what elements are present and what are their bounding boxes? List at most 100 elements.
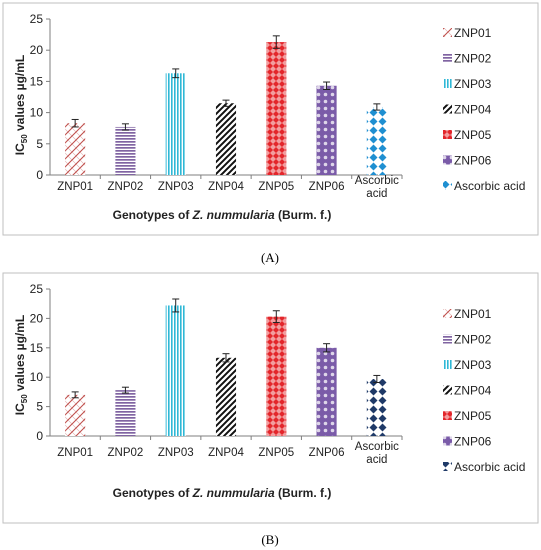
panel-a-y-ticks: 0 5 10 15 20 25	[30, 12, 403, 182]
panel-a-legend: ZNP01 ZNP02 ZNP03 ZNP04 ZNP05 ZNP06 Ascorbic a…	[443, 26, 525, 193]
bar-znp04	[215, 357, 237, 436]
error-bar	[71, 391, 79, 399]
legend-swatch	[443, 104, 452, 114]
x-category-label: ZNP04	[208, 181, 244, 193]
legend-swatch	[443, 181, 452, 190]
y-tick-label: 20	[30, 311, 44, 325]
legend-item: ZNP06	[443, 435, 492, 449]
panel-b-y-axis-title: IC50 values µg/mL	[13, 315, 29, 416]
error-bar	[272, 310, 280, 324]
bar-znp01	[65, 123, 86, 175]
bar-ascorbic-acid	[366, 106, 387, 175]
panel-a-caption: (A)	[261, 250, 279, 265]
legend-label: ZNP06	[454, 435, 492, 449]
legend-label: ZNP05	[454, 409, 492, 423]
y-tick-label: 15	[30, 74, 44, 88]
legend-item: Ascorbic acid	[443, 179, 525, 193]
error-bar	[121, 386, 129, 394]
y-tick-label: 20	[30, 43, 44, 57]
y-tick-label: 0	[36, 168, 43, 182]
legend-item: ZNP06	[443, 154, 492, 168]
error-bar	[222, 99, 230, 107]
bar-znp05	[266, 316, 287, 436]
panel-a-bars	[65, 42, 387, 176]
legend-label: ZNP01	[454, 307, 492, 321]
legend-swatch	[443, 155, 452, 165]
legend-label: ZNP02	[454, 52, 492, 66]
error-bar	[323, 81, 331, 91]
error-bar	[172, 68, 180, 79]
bar-znp04	[215, 103, 237, 175]
y-tick-label: 25	[30, 282, 44, 296]
panel-a-x-axis-title: Genotypes of Z. nummularia (Burm. f.)	[113, 208, 332, 222]
error-bar	[373, 103, 381, 111]
legend-label: ZNP05	[454, 128, 492, 142]
bar-znp02	[115, 390, 136, 436]
x-category-label: ZNP05	[258, 181, 294, 193]
legend-item: ZNP03	[443, 77, 492, 91]
legend-label: ZNP04	[454, 384, 492, 398]
y-tick-label: 15	[30, 341, 44, 355]
bar-znp03	[165, 73, 186, 175]
legend-swatch	[443, 309, 452, 318]
x-category-label: ZNP02	[108, 447, 144, 459]
legend-swatch	[443, 130, 452, 139]
bar-znp06	[316, 85, 337, 175]
error-bar	[272, 35, 280, 49]
panel-a-category-labels: ZNP01 ZNP02 ZNP03 ZNP04 ZNP05 ZNP06 Ascorbic ac…	[57, 175, 399, 200]
legend-swatch	[443, 79, 452, 88]
x-category-label: Ascorbic acid	[355, 175, 399, 200]
legend-label: Ascorbic acid	[454, 179, 525, 193]
legend-swatch	[443, 360, 452, 369]
x-category-label: ZNP03	[158, 447, 194, 459]
bar-ascorbic-acid	[366, 378, 387, 436]
legend-label: ZNP03	[454, 77, 492, 91]
legend-label: ZNP04	[454, 103, 492, 117]
legend-swatch	[443, 436, 452, 446]
legend-item: ZNP01	[443, 26, 492, 40]
x-category-label: ZNP03	[158, 181, 194, 193]
bar-znp06	[316, 347, 337, 436]
error-bar	[71, 118, 79, 128]
y-tick-label: 5	[36, 400, 43, 414]
legend-item: ZNP05	[443, 128, 492, 142]
legend-item: ZNP02	[443, 52, 492, 66]
legend-item: ZNP04	[443, 384, 492, 398]
panel-a-y-axis-title: IC50 values µg/mL	[13, 55, 29, 156]
bar-znp05	[266, 42, 287, 176]
legend-item: ZNP04	[443, 103, 492, 117]
x-category-label: ZNP06	[309, 447, 345, 459]
x-category-label: ZNP01	[57, 181, 93, 193]
legend-item: ZNP05	[443, 409, 492, 423]
panel-b: IC50 values µg/mL 0 5 10 15 20 25 ZNP01 ZNP02 Z…	[2, 272, 539, 524]
panel-b-category-labels: ZNP01 ZNP02 ZNP03 ZNP04 ZNP05 ZNP06 Ascorbic ac…	[57, 441, 399, 466]
legend-swatch	[443, 462, 452, 471]
panel-b-y-ticks: 0 5 10 15 20 25	[30, 282, 403, 443]
panel-b-x-axis-title: Genotypes of Z. nummularia (Burm. f.)	[113, 486, 332, 500]
legend-swatch	[443, 334, 452, 344]
error-bar	[121, 123, 129, 131]
y-tick-label: 10	[30, 106, 44, 120]
y-tick-label: 25	[30, 12, 44, 26]
x-category-label: Ascorbic acid	[355, 441, 399, 466]
legend-label: ZNP01	[454, 26, 492, 40]
legend-swatch	[443, 411, 452, 420]
y-tick-label: 5	[36, 137, 43, 151]
legend-label: ZNP03	[454, 358, 492, 372]
error-bar	[373, 374, 381, 383]
x-category-label: ZNP05	[258, 447, 294, 459]
panel-b-caption: (B)	[261, 532, 278, 547]
legend-swatch	[443, 385, 452, 395]
x-category-label: ZNP02	[108, 181, 144, 193]
error-bar	[323, 343, 331, 353]
legend-item: ZNP01	[443, 307, 492, 321]
legend-label: ZNP02	[454, 333, 492, 347]
x-category-label: ZNP01	[57, 447, 93, 459]
bar-znp01	[65, 394, 86, 436]
y-tick-label: 0	[36, 429, 43, 443]
y-tick-label: 10	[30, 370, 44, 384]
bar-znp02	[115, 126, 136, 175]
legend-label: ZNP06	[454, 154, 492, 168]
